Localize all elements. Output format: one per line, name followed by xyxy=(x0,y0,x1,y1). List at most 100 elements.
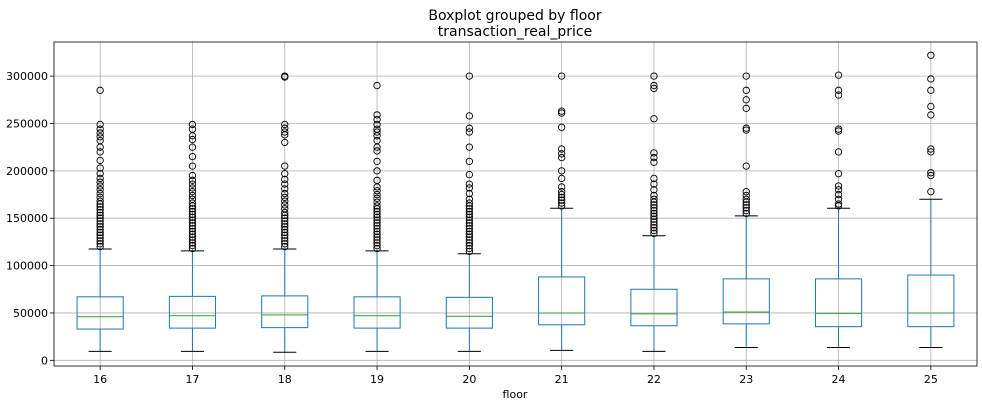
flier-point xyxy=(188,135,197,144)
flier-point xyxy=(373,167,381,175)
flier-point xyxy=(373,136,381,145)
flier-point xyxy=(834,125,843,133)
flier-point xyxy=(96,186,104,194)
flier-point xyxy=(742,188,750,196)
flier-point xyxy=(558,196,566,204)
flier-point xyxy=(281,189,289,198)
flier-point xyxy=(834,148,843,156)
flier-point xyxy=(281,72,289,80)
box-iqr xyxy=(76,296,124,330)
flier-point xyxy=(834,195,843,203)
flier-point xyxy=(96,178,104,186)
flier-point xyxy=(650,186,658,194)
box-iqr xyxy=(907,274,955,328)
chart-title: transaction_real_price xyxy=(438,24,592,40)
flier-point xyxy=(465,213,473,221)
flier-point xyxy=(742,104,750,112)
flier-point xyxy=(558,123,566,131)
flier-point xyxy=(188,199,197,207)
flier-point xyxy=(834,186,843,194)
flier-point xyxy=(188,227,197,236)
flier-point xyxy=(373,147,381,155)
grid xyxy=(54,42,977,366)
flier-point xyxy=(742,162,750,170)
box-iqr xyxy=(261,295,309,329)
flier-point xyxy=(281,138,289,147)
flier-point xyxy=(281,180,289,188)
flier-point xyxy=(281,208,289,217)
flier-point xyxy=(188,143,197,151)
flier-point xyxy=(650,229,658,238)
flier-point xyxy=(188,171,197,180)
flier-point xyxy=(465,180,473,188)
box-iqr xyxy=(168,295,217,329)
flier-point xyxy=(650,221,658,229)
flier-point xyxy=(742,126,750,134)
flier-point xyxy=(96,197,104,205)
flier-point xyxy=(927,51,935,59)
flier-point xyxy=(465,219,473,227)
flier-point xyxy=(281,220,289,228)
flier-point xyxy=(465,207,473,216)
flier-point xyxy=(96,208,104,217)
flier-point xyxy=(96,223,104,231)
plot-frame xyxy=(53,41,978,367)
flier-point xyxy=(96,120,104,129)
flier-point xyxy=(188,176,197,184)
axes: 0 50000 100000 150000 200000 250000 300000 16 17… xyxy=(6,41,978,386)
flier-point xyxy=(373,128,381,136)
flier-point xyxy=(96,220,104,228)
flier-point xyxy=(188,152,197,161)
flier-point xyxy=(465,242,473,250)
x-tick-label: 19 xyxy=(370,373,384,386)
flier-point xyxy=(650,153,658,162)
box-18 xyxy=(261,72,309,353)
flier-point xyxy=(465,189,473,198)
x-axis-label: floor xyxy=(503,388,528,401)
flier-point xyxy=(96,203,104,211)
flier-point xyxy=(373,210,381,219)
y-tick-label: 0 xyxy=(41,354,48,367)
x-tick-label: 22 xyxy=(647,373,661,386)
flier-point xyxy=(188,180,197,188)
flier-point xyxy=(188,213,197,221)
flier-point xyxy=(650,180,658,188)
box-20 xyxy=(445,72,493,352)
flier-point xyxy=(373,242,381,250)
flier-point xyxy=(834,127,843,135)
flier-point xyxy=(650,206,658,215)
flier-point xyxy=(96,242,104,251)
flier-point xyxy=(558,193,566,202)
flier-point xyxy=(96,193,104,202)
flier-point xyxy=(558,145,566,153)
flier-point xyxy=(650,72,658,80)
flier-point xyxy=(650,195,658,203)
flier-point xyxy=(373,194,381,202)
flier-point xyxy=(96,125,104,133)
y-tick-label: 200000 xyxy=(6,165,48,178)
x-tick-label: 18 xyxy=(278,373,292,386)
flier-point xyxy=(281,170,289,178)
flier-point xyxy=(188,188,197,196)
flier-point xyxy=(650,218,658,226)
flier-point xyxy=(558,190,566,199)
flier-point xyxy=(650,204,658,212)
flier-point xyxy=(281,242,289,251)
box-22 xyxy=(630,72,678,352)
flier-point xyxy=(465,239,473,247)
flier-point xyxy=(373,236,381,244)
flier-point xyxy=(373,244,381,253)
flier-point xyxy=(650,115,658,123)
flier-point xyxy=(465,236,473,244)
flier-point xyxy=(465,230,473,238)
flier-point xyxy=(834,91,843,99)
flier-point xyxy=(742,209,750,218)
flier-point xyxy=(650,174,658,183)
flier-point xyxy=(650,149,658,157)
flier-point xyxy=(742,204,750,212)
flier-point xyxy=(188,207,197,216)
flier-point xyxy=(465,247,473,256)
box-iqr xyxy=(353,296,401,329)
flier-point xyxy=(558,202,566,210)
